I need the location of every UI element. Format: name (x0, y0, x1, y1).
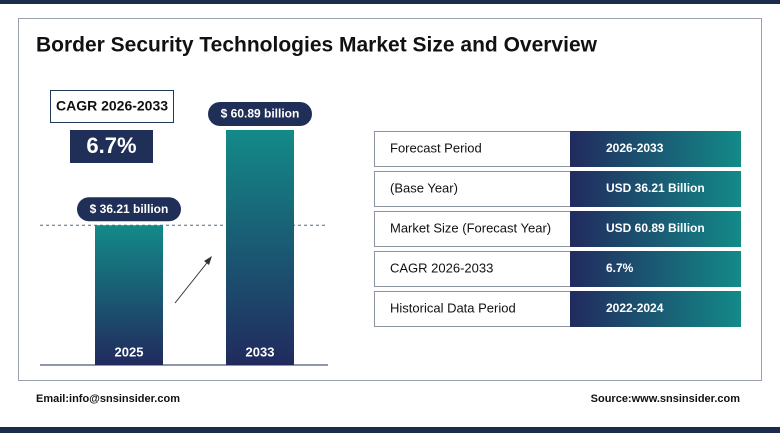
category-label: 2025 (115, 344, 144, 359)
row-value-cell (570, 211, 741, 247)
row-value-cell (570, 251, 741, 287)
bar (226, 130, 294, 365)
row-label: CAGR 2026-2033 (390, 260, 493, 275)
row-value: USD 60.89 Billion (606, 221, 705, 235)
row-label-cell (374, 251, 571, 287)
bar-chart: $ 36.21 billion 2025 $ 60.89 billion 2033 (40, 102, 328, 365)
cagr-label-box (50, 90, 174, 123)
footer-email: Email:info@snsinsider.com (36, 393, 180, 405)
category-label: 2033 (246, 344, 275, 359)
title: Border Security Technologies Market Size… (36, 34, 598, 57)
row-label: Historical Data Period (390, 300, 516, 315)
value-label-pill (208, 102, 312, 126)
cagr-value: 6.7% (86, 133, 136, 158)
growth-arrow (174, 258, 211, 304)
row-value-cell (570, 171, 741, 207)
overview-table: Forecast Period 2026-2033 (Base Year) USD 3… (374, 131, 741, 327)
value-label: $ 60.89 billion (221, 107, 300, 121)
row-label-cell (374, 291, 571, 327)
footer-source: Source:www.snsinsider.com (591, 393, 741, 405)
row-label: (Base Year) (390, 180, 458, 195)
row-label: Forecast Period (390, 140, 482, 155)
arrow-head (204, 256, 212, 265)
row-value: USD 36.21 Billion (606, 181, 705, 195)
cagr-value-box (70, 130, 153, 163)
bar (95, 225, 163, 365)
top-strip (0, 0, 780, 4)
value-label-pill (77, 197, 181, 222)
row-label-cell (374, 171, 571, 207)
row-value: 6.7% (606, 261, 634, 275)
row-value: 2022-2024 (606, 301, 664, 315)
value-label: $ 36.21 billion (90, 202, 169, 216)
row-label: Market Size (Forecast Year) (390, 220, 551, 235)
bottom-strip (0, 427, 780, 433)
row-value: 2026-2033 (606, 141, 664, 155)
cagr-label: CAGR 2026-2033 (56, 98, 168, 114)
row-value-cell (570, 291, 741, 327)
row-value-cell (570, 131, 741, 167)
